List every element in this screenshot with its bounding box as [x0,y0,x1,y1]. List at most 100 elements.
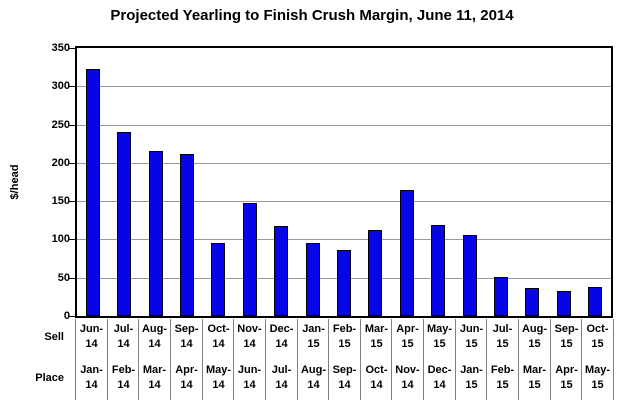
plot-area [77,48,611,316]
place-label-Feb-14: Feb- 14 [108,363,139,393]
sell-label-Apr-15: Apr- 15 [392,322,423,352]
bar-Jan-15 [306,243,320,316]
place-label-Feb-15-line1: Feb- [490,364,515,376]
y-tick-250 [69,125,75,126]
place-label-Oct-14-line2: 14 [370,379,383,391]
sell-label-May-15-line1: May- [426,323,453,335]
bar-Sep-14 [180,154,194,316]
sell-label-May-15: May- 15 [424,322,455,352]
place-label-Feb-15-line2: 15 [496,379,509,391]
place-label-May-14: May- 14 [203,363,234,393]
sell-label-Aug-15: Aug- 15 [519,322,550,352]
sell-label-Oct-14-line1: Oct- [207,323,230,335]
place-label-Jan-14: Jan- 14 [76,363,107,393]
sell-label-Nov-14-line1: Nov- [237,323,262,335]
y-tick-label-100: 100 [51,233,70,245]
column-separator [202,319,203,400]
sell-label-Aug-14-line2: 14 [148,338,161,350]
sell-label-Jul-15: Jul- 15 [487,322,518,352]
column-separator [170,319,171,400]
chart-title: Projected Yearling to Finish Crush Margi… [110,7,514,24]
sell-label-Mar-15-line1: Mar- [364,323,389,335]
column-separator [360,319,361,400]
sell-label-Oct-14-line2: 14 [212,338,225,350]
place-label-Apr-14-line2: 14 [180,379,193,391]
sell-label-Nov-14: Nov- 14 [234,322,265,352]
place-label-Jan-14-line1: Jan- [80,364,103,376]
bar-Aug-14 [149,151,163,316]
y-tick-label-0: 0 [63,310,70,322]
bar-Mar-15 [368,230,382,316]
sell-label-Aug-14: Aug- 14 [139,322,170,352]
bar-Jun-14 [86,69,100,316]
sell-label-Aug-15-line2: 15 [528,338,541,350]
y-tick-50 [69,278,75,279]
place-label-Dec-14-line1: Dec- [427,364,452,376]
sell-label-Oct-15-line1: Oct- [586,323,609,335]
sell-label-Sep-15-line1: Sep- [554,323,579,335]
sell-label-Jun-14-line1: Jun- [79,323,104,335]
sell-label-Dec-14-line1: Dec- [269,323,294,335]
y-tick-200 [69,163,75,164]
sell-label-Dec-14: Dec- 14 [266,322,297,352]
place-label-Aug-14-line2: 14 [307,379,320,391]
column-separator [138,319,139,400]
y-tick-300 [69,86,75,87]
bar-Nov-14 [243,203,257,316]
place-label-Jun-14: Jun- 14 [234,363,265,393]
place-label-Aug-14: Aug- 14 [298,363,329,393]
column-separator [297,319,298,400]
gridline-250 [77,125,611,126]
plot-frame [75,46,613,318]
sell-label-Aug-14-line1: Aug- [141,323,168,335]
bar-Jul-14 [117,132,131,316]
column-separator [486,319,487,400]
place-label-Mar-14-line2: 14 [148,379,161,391]
place-label-Jan-15-line1: Jan- [460,364,483,376]
place-label-Jun-14-line1: Jun- [237,364,262,376]
place-label-Jan-15: Jan- 15 [456,363,487,393]
column-separator [328,319,329,400]
place-label-Jan-14-line2: 14 [85,379,98,391]
sell-label-Jun-15-line1: Jun- [459,323,484,335]
place-label-Sep-14-line2: 14 [338,379,351,391]
sell-label-Jul-14-line2: 14 [117,338,130,350]
sell-label-May-15-line2: 15 [433,338,446,350]
bar-Oct-14 [211,243,225,316]
place-label-May-15-line2: 15 [591,379,604,391]
place-label-Nov-14-line2: 14 [401,379,414,391]
place-label-Apr-15-line2: 15 [560,379,573,391]
gridline-300 [77,86,611,87]
place-label-Feb-14-line1: Feb- [111,364,136,376]
sell-label-Jul-15-line2: 15 [496,338,509,350]
sell-label-Sep-14-line2: 14 [180,338,193,350]
sell-label-Jun-15: Jun- 15 [456,322,487,352]
y-tick-label-250: 250 [51,119,70,131]
place-label-Jul-14-line1: Jul- [271,364,292,376]
y-tick-0 [69,316,75,317]
place-row-label: Place [35,372,64,384]
y-tick-label-350: 350 [51,42,70,54]
sell-label-Oct-14: Oct- 14 [203,322,234,352]
sell-label-Mar-15-line2: 15 [370,338,383,350]
gridline-150 [77,201,611,202]
y-tick-100 [69,239,75,240]
y-tick-150 [69,201,75,202]
y-tick-label-200: 200 [51,157,70,169]
bar-Feb-15 [337,250,351,316]
y-tick-label-50: 50 [57,272,70,284]
sell-label-Feb-15: Feb- 15 [329,322,360,352]
column-separator [265,319,266,400]
sell-label-Feb-15-line1: Feb- [332,323,357,335]
column-separator [423,319,424,400]
sell-label-Sep-15-line2: 15 [560,338,573,350]
place-label-Sep-14-line1: Sep- [332,364,357,376]
place-label-Nov-14-line1: Nov- [395,364,420,376]
place-label-Jan-15-line2: 15 [465,379,478,391]
place-label-May-15: May- 15 [582,363,613,393]
sell-label-Jul-14-line1: Jul- [113,323,134,335]
sell-label-Sep-14-line1: Sep- [174,323,199,335]
bar-Aug-15 [525,288,539,316]
place-label-Aug-14-line1: Aug- [300,364,327,376]
